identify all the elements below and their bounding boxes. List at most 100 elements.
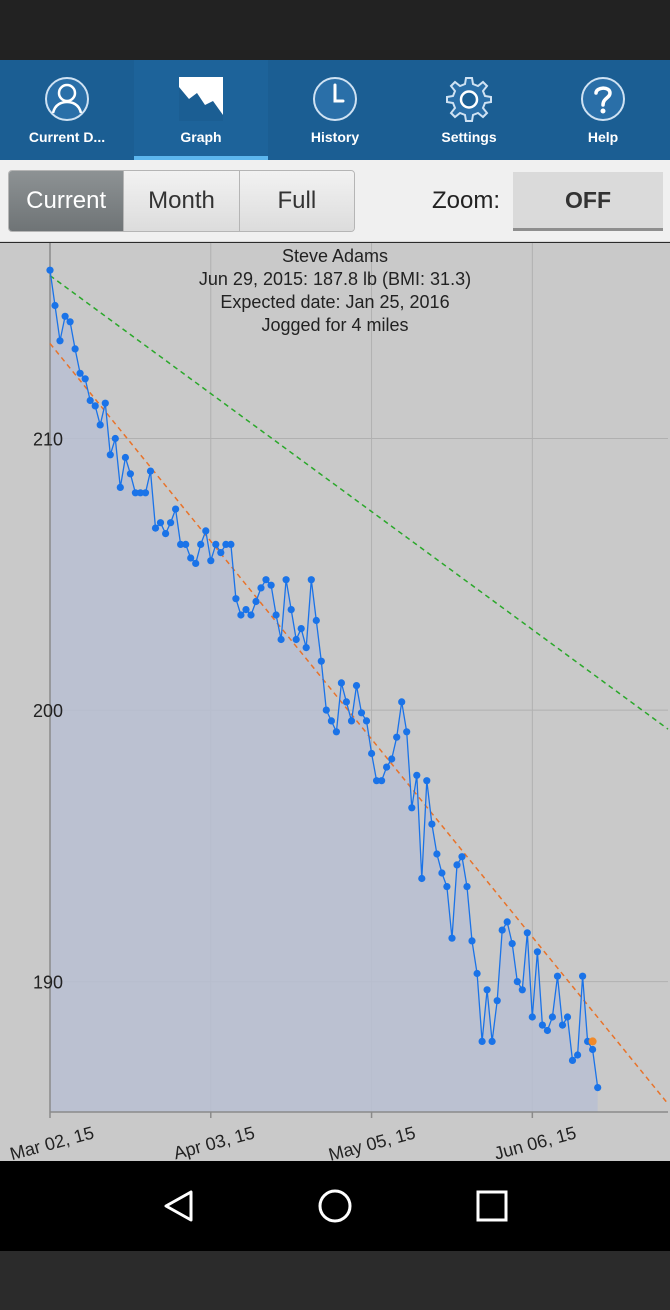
tab-settings[interactable]: Settings	[402, 60, 536, 160]
data-point	[126, 470, 134, 478]
data-point	[141, 489, 150, 497]
data-point	[574, 1051, 582, 1059]
data-point	[347, 717, 356, 725]
goal-line	[49, 274, 669, 730]
data-point	[86, 396, 94, 405]
data-point	[478, 1037, 486, 1045]
data-point	[438, 869, 446, 877]
tab-label: Help	[587, 129, 619, 145]
data-point	[408, 804, 416, 812]
range-full-button[interactable]: Full	[239, 171, 354, 231]
data-point	[373, 777, 381, 785]
data-point	[543, 1026, 552, 1035]
data-point	[297, 625, 305, 633]
tab-label: Current D...	[28, 129, 106, 145]
data-point	[232, 595, 240, 603]
data-point	[91, 402, 99, 410]
data-point	[423, 777, 431, 785]
data-point	[383, 763, 391, 771]
data-point	[553, 972, 562, 980]
data-point	[388, 755, 396, 763]
back-icon	[164, 1190, 193, 1222]
data-point	[378, 777, 386, 785]
data-point	[56, 337, 64, 345]
data-point	[513, 978, 521, 986]
data-point	[182, 540, 190, 548]
help-icon	[581, 77, 625, 121]
user-name: Steve Adams	[281, 246, 389, 266]
data-point	[317, 657, 325, 665]
android-nav-bar	[0, 1161, 670, 1251]
weight-chart[interactable]: 190 200 210 Mar 02, 15 Apr 03, 15 May 05, 15 J…	[0, 243, 670, 1161]
data-point	[563, 1013, 572, 1021]
tab-current-data[interactable]: Current D...	[0, 60, 134, 160]
data-point	[252, 597, 260, 606]
tab-help[interactable]: Help	[536, 60, 670, 160]
tab-graph[interactable]: Graph	[134, 60, 268, 160]
range-month-button[interactable]: Month	[124, 171, 240, 231]
data-point	[177, 540, 185, 548]
data-point	[187, 554, 195, 562]
home-icon	[318, 1189, 352, 1223]
person-icon	[45, 77, 89, 121]
tab-label: Settings	[441, 129, 497, 145]
data-point	[257, 584, 265, 592]
data-point	[207, 557, 215, 565]
gear-icon	[446, 77, 492, 122]
x-tick-label: Jun 06, 15	[492, 1123, 578, 1161]
back-button[interactable]	[148, 1176, 208, 1236]
data-point	[579, 972, 587, 980]
data-point	[292, 635, 300, 644]
data-point	[337, 679, 345, 687]
data-point	[101, 399, 109, 407]
data-point	[242, 606, 250, 614]
chart-info: Steve Adams Jun 29, 2015: 187.8 lb (BMI:…	[0, 243, 670, 337]
data-point	[327, 717, 335, 725]
clock-icon	[313, 77, 357, 121]
range-current-button[interactable]: Current	[9, 171, 125, 231]
data-point	[498, 926, 506, 934]
recents-button[interactable]	[462, 1176, 522, 1236]
tab-label: History	[310, 129, 360, 145]
highlighted-data-point	[588, 1037, 597, 1046]
y-tick-label: 200	[33, 701, 63, 721]
data-point	[212, 540, 220, 548]
data-point	[61, 312, 69, 320]
data-point	[393, 733, 401, 741]
data-point	[398, 698, 406, 706]
data-point	[151, 524, 160, 532]
y-tick-label: 190	[33, 973, 63, 993]
active-tab-indicator	[134, 156, 268, 160]
latest-reading: Jun 29, 2015: 187.8 lb (BMI: 31.3)	[198, 269, 472, 289]
data-point	[357, 709, 366, 717]
zoom-label: Zoom:	[432, 187, 501, 214]
data-point	[111, 434, 119, 443]
data-point	[197, 540, 205, 548]
home-button[interactable]	[305, 1176, 365, 1236]
data-point	[518, 986, 526, 994]
data-point	[418, 874, 426, 883]
range-selector: Current Month Full	[8, 170, 355, 232]
data-point	[131, 489, 139, 497]
data-point	[277, 635, 285, 644]
data-point	[96, 421, 104, 429]
data-point	[523, 929, 531, 937]
y-tick-label: 210	[33, 430, 63, 450]
data-point	[237, 611, 245, 619]
data-point	[106, 451, 114, 459]
data-point	[262, 576, 270, 584]
data-point	[332, 728, 340, 736]
zoom-toggle-button[interactable]: OFF	[513, 172, 663, 231]
data-point	[342, 698, 350, 706]
data-point	[156, 519, 165, 527]
data-point	[46, 266, 54, 274]
tab-bar: Current D... Graph History Settings	[0, 60, 670, 160]
activity-note: Jogged for 4 miles	[261, 315, 409, 335]
data-point	[322, 706, 330, 714]
data-point	[493, 997, 501, 1005]
data-point	[71, 345, 79, 353]
data-point	[463, 883, 471, 891]
data-point	[453, 861, 461, 869]
data-point	[368, 749, 376, 758]
tab-history[interactable]: History	[268, 60, 402, 160]
